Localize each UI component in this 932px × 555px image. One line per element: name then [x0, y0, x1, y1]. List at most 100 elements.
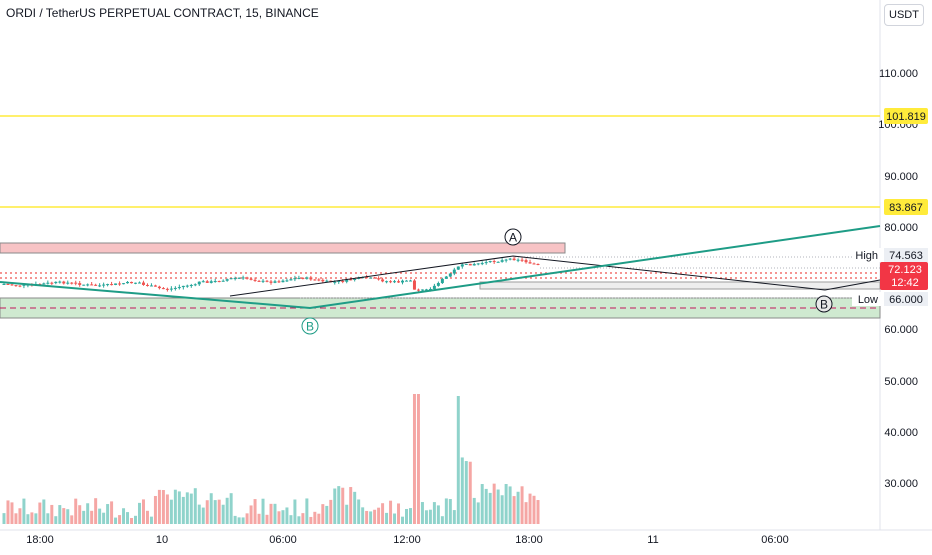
candle-body [141, 282, 145, 285]
volume-bar [185, 492, 189, 524]
candle-body [353, 278, 357, 280]
volume-bar [464, 461, 468, 524]
volume-bar [54, 516, 58, 524]
resistance-zone[interactable] [0, 242, 566, 254]
candle-body [126, 281, 130, 284]
current-price-tag: 72.123 12:42 [880, 262, 928, 290]
volume-bar [177, 491, 181, 524]
volume-bar [528, 493, 532, 524]
volume-bar [201, 507, 205, 524]
candle-body [277, 281, 281, 283]
volume-bar [209, 493, 213, 524]
candle-body [189, 285, 193, 287]
candle-body [165, 288, 169, 290]
candle-body [397, 281, 401, 283]
candle-body [149, 285, 153, 287]
candle-body [337, 280, 341, 282]
volume-bar [269, 503, 273, 524]
point-b2-marker[interactable]: B [815, 295, 833, 313]
price-tick-label: 40.000 [884, 427, 918, 439]
volume-bar [134, 515, 137, 524]
volume-bar [26, 514, 30, 524]
volume-bar [106, 504, 110, 524]
candle-body [2, 283, 6, 285]
volume-bar [520, 486, 524, 524]
candle-body [480, 263, 484, 265]
candle-body [193, 284, 197, 286]
pattern-line-black[interactable] [229, 255, 826, 297]
volume-bar [492, 483, 496, 524]
time-axis[interactable]: 18:00 10 06:00 12:00 18:00 11 06:00 [26, 534, 789, 546]
svg-text:83.867: 83.867 [889, 202, 923, 214]
time-label: 10 [156, 534, 168, 546]
candle-body [70, 282, 74, 284]
volume-bar [46, 513, 50, 524]
candle-body [241, 277, 245, 279]
candle-body [217, 281, 221, 283]
candle-body [265, 280, 269, 282]
volume-bar [241, 517, 245, 524]
candle-body [440, 278, 444, 284]
candle-body [22, 284, 26, 286]
volume-bar [365, 510, 369, 524]
volume-bar [130, 517, 134, 524]
point-b2-label: B [820, 298, 828, 312]
volume-bar [70, 515, 74, 524]
volume-bar [34, 513, 38, 524]
candle-body [106, 284, 110, 286]
point-b-marker[interactable]: B [301, 317, 319, 335]
candle-body [309, 277, 313, 280]
candle-body [448, 273, 452, 277]
candle-body [169, 288, 173, 290]
volume-bar [18, 508, 22, 524]
candle-body [341, 280, 345, 282]
candle-body [62, 281, 66, 284]
volume-bar [444, 498, 448, 524]
volume-bar [361, 507, 365, 524]
pattern-line-black-end[interactable] [824, 279, 881, 291]
level-lower-tag: 83.867 [884, 199, 928, 215]
candle-body [145, 284, 149, 286]
volume-bar [249, 505, 253, 524]
high-tag: High 74.563 [852, 248, 928, 262]
target-box[interactable] [479, 281, 881, 290]
candle-body [488, 261, 492, 263]
candle-body [134, 282, 137, 284]
volume-bar [102, 512, 106, 524]
candle-body [476, 263, 480, 265]
volume-bar [66, 509, 70, 524]
currency-button[interactable]: USDT [884, 4, 924, 26]
candle-body [401, 280, 405, 283]
svg-text:Low: Low [858, 294, 878, 306]
candle-body [456, 266, 460, 270]
candle-body [301, 277, 305, 279]
volume-bar [38, 502, 42, 524]
price-axis[interactable]: 110.000100.00090.00080.00060.00050.00040… [878, 68, 918, 490]
trend-pattern-green[interactable] [0, 225, 881, 310]
level-upper-tag: 101.819 [884, 108, 928, 124]
volume-bar [353, 491, 357, 524]
volume-bar [62, 508, 66, 524]
candle-body [349, 279, 353, 281]
point-a-marker[interactable]: A [504, 228, 522, 246]
volume-bar [197, 504, 201, 524]
volume-bar [74, 498, 78, 524]
volume-bar [153, 495, 157, 524]
svg-text:101.819: 101.819 [886, 111, 926, 123]
candle-body [321, 279, 325, 282]
volume-bar [345, 504, 349, 524]
volume-bar [265, 514, 269, 524]
candle-body [420, 289, 424, 291]
volume-bar [385, 512, 389, 524]
volume-bar [145, 510, 149, 524]
volume-bar [317, 513, 321, 524]
volume-bar [161, 490, 165, 524]
candle-body [221, 280, 225, 282]
volume-bar [141, 499, 145, 524]
volume-bar [14, 513, 18, 524]
candle-body [285, 280, 289, 282]
candle-body [74, 282, 78, 284]
candle-body [137, 282, 141, 284]
candle-body [381, 279, 385, 282]
